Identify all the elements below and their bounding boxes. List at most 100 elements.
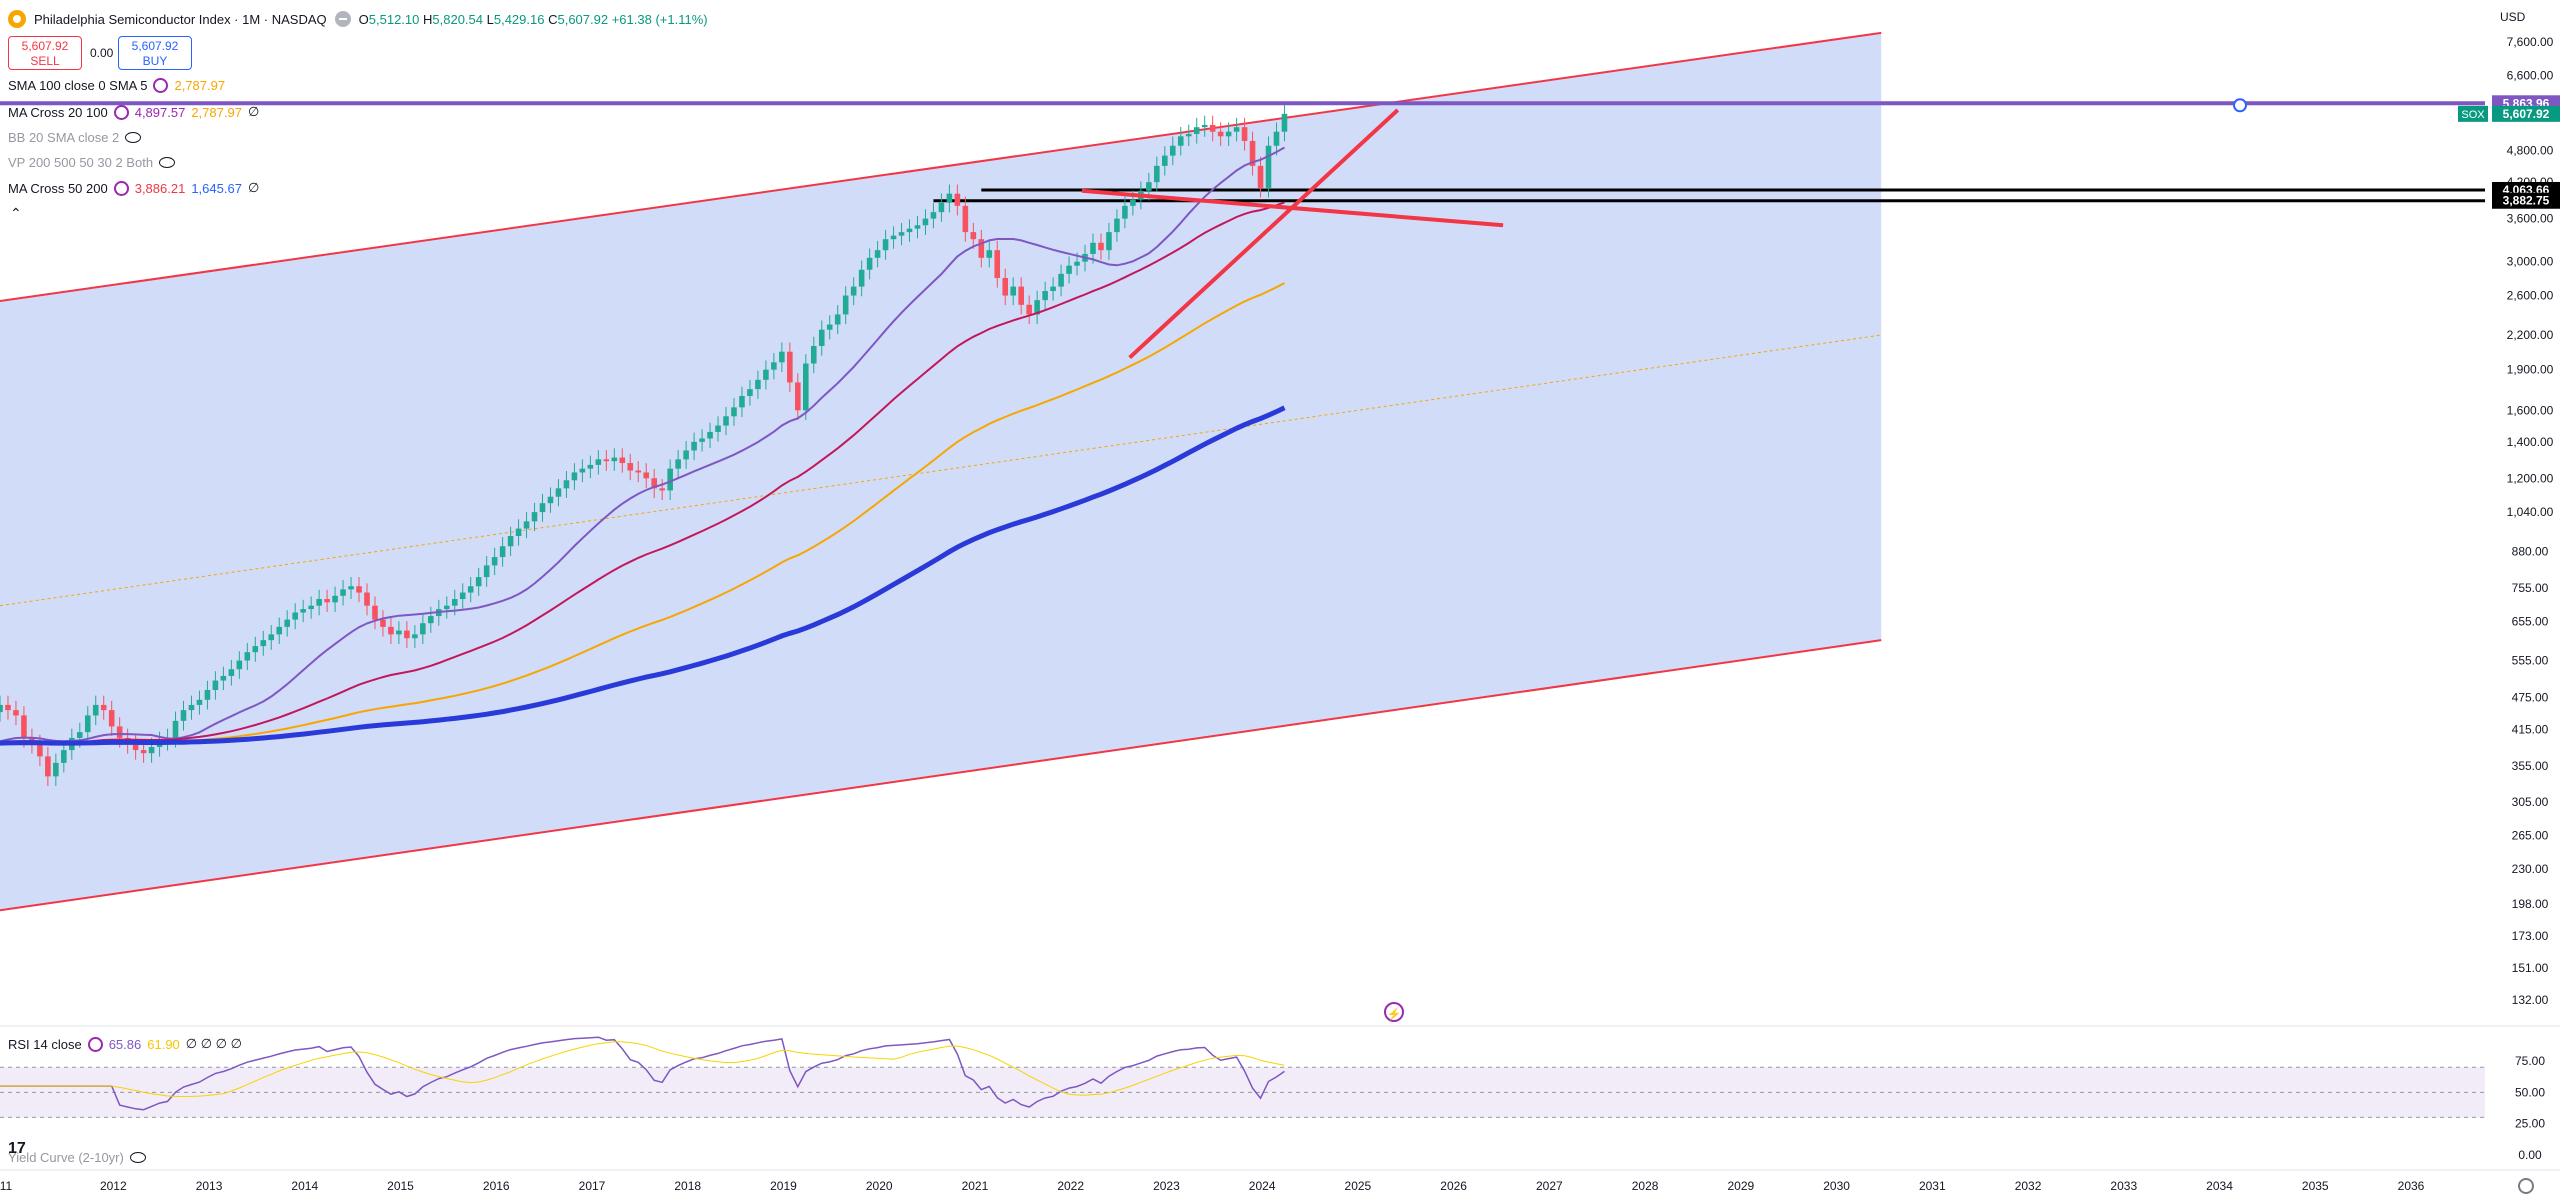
candle-body xyxy=(260,640,267,647)
hidden-eye-icon[interactable] xyxy=(125,132,142,143)
indicator-settings-icon[interactable] xyxy=(113,104,129,120)
candle-body xyxy=(675,459,681,469)
indicator-settings-icon[interactable] xyxy=(113,180,129,196)
currency-label[interactable]: USD xyxy=(2500,10,2526,24)
x-tick-label: 2030 xyxy=(1823,1179,1850,1193)
rsi-ma-value: 61.90 xyxy=(147,1036,180,1052)
x-tick-label: 2029 xyxy=(1727,1179,1754,1193)
candle-body xyxy=(787,351,793,383)
candle-body xyxy=(906,228,913,233)
candle-body xyxy=(0,704,3,713)
candle-body xyxy=(898,232,905,236)
candle-body xyxy=(691,441,697,451)
x-tick-label: 11 xyxy=(0,1179,13,1193)
candle-body xyxy=(499,546,506,558)
candle-body xyxy=(148,746,155,754)
candle-body xyxy=(707,431,713,439)
yield-curve-legend[interactable]: Yield Curve (2-10yr) xyxy=(8,1150,146,1165)
indicator-name: BB 20 SMA close 2 xyxy=(8,130,120,145)
candle-body xyxy=(1249,140,1256,166)
indicator-sma100[interactable]: SMA 100 close 0 SMA 5 2,787.97 xyxy=(8,78,225,93)
buy-button[interactable]: 5,607.92 BUY xyxy=(118,36,192,70)
candle-body xyxy=(970,232,977,240)
candle-body xyxy=(1201,124,1208,128)
y-tick-label: 230.00 xyxy=(2512,862,2549,876)
y-tick-label: 173.00 xyxy=(2512,929,2549,943)
chart-settings-gear-icon[interactable] xyxy=(2518,1178,2534,1194)
candle-body xyxy=(348,586,354,590)
candle-body xyxy=(850,286,857,296)
x-tick-label: 2033 xyxy=(2110,1179,2137,1193)
rsi-pane[interactable] xyxy=(0,1036,2485,1118)
candle-body xyxy=(212,680,219,690)
y-tick-label: 1,900.00 xyxy=(2507,363,2554,377)
candle-body xyxy=(300,609,306,613)
price-label xyxy=(2492,105,2560,122)
candle-body xyxy=(930,212,937,219)
indicator-vp[interactable]: VP 200 500 50 30 2 Both xyxy=(8,155,176,170)
candle-body xyxy=(308,605,314,610)
symbol-title[interactable]: Philadelphia Semiconductor Index · 1M · … xyxy=(34,11,327,27)
candle-body xyxy=(13,710,19,716)
candle-body xyxy=(779,351,785,363)
indicator-ma-cross-20-100[interactable]: MA Cross 20 100 4,897.57 2,787.97 ∅ xyxy=(8,104,259,120)
candle-body xyxy=(404,630,410,639)
y-tick-label: 880.00 xyxy=(2512,545,2549,559)
candle-body xyxy=(755,379,761,390)
y-tick-label: 7,600.00 xyxy=(2507,35,2554,49)
y-tick-label: 1,200.00 xyxy=(2507,471,2554,485)
rsi-legend[interactable]: RSI 14 close 65.86 61.90 ∅ ∅ ∅ ∅ xyxy=(8,1036,242,1052)
candle-body xyxy=(324,599,330,603)
candle-body xyxy=(627,463,634,471)
candle-body xyxy=(332,595,338,603)
x-tick-label: 2017 xyxy=(579,1179,606,1193)
candle-body xyxy=(1257,165,1264,188)
price-label xyxy=(2492,192,2560,209)
candle-body xyxy=(723,416,729,426)
collapse-circle-icon[interactable] xyxy=(334,11,351,27)
indicator-name: MA Cross 20 100 xyxy=(8,104,108,120)
hidden-eye-icon[interactable] xyxy=(129,1152,146,1163)
y-tick-label: 151.00 xyxy=(2512,961,2549,975)
tradingview-logo-icon[interactable]: 17 xyxy=(8,1140,26,1157)
y-tick-label: 3,600.00 xyxy=(2507,212,2554,226)
candle-body xyxy=(356,586,362,593)
indicator-bb[interactable]: BB 20 SMA close 2 xyxy=(8,130,142,145)
x-tick-label: 2014 xyxy=(291,1179,318,1193)
candle-body xyxy=(180,710,187,721)
collapse-legend-chevron-up-icon[interactable]: ⌃ xyxy=(10,205,22,221)
buy-price: 5,607.92 xyxy=(131,39,179,53)
yield-curve-name: Yield Curve (2-10yr) xyxy=(8,1150,124,1165)
candle-body xyxy=(100,704,107,711)
hidden-eye-icon[interactable] xyxy=(159,157,176,168)
candle-body xyxy=(396,630,402,635)
x-tick-label: 2031 xyxy=(1919,1179,1946,1193)
sell-button[interactable]: 5,607.92 SELL xyxy=(8,36,82,70)
candle-body xyxy=(1042,291,1048,301)
candle-body xyxy=(1273,131,1280,146)
indicator-settings-icon[interactable] xyxy=(153,78,169,93)
candle-body xyxy=(1066,265,1072,274)
candle-body xyxy=(284,619,291,627)
candle-body xyxy=(858,269,865,287)
candle-body xyxy=(1098,242,1104,251)
candle-body xyxy=(651,478,657,489)
y-tick-label: 655.00 xyxy=(2512,614,2549,628)
main-price-pane[interactable] xyxy=(0,31,2485,912)
candle-body xyxy=(188,704,195,711)
y-tick-label: 355.00 xyxy=(2512,759,2549,773)
events-flash-icon[interactable]: ⚡ xyxy=(1384,1002,1404,1022)
candle-body xyxy=(986,250,993,258)
indicator-ma-cross-50-200[interactable]: MA Cross 50 200 3,886.21 1,645.67 ∅ xyxy=(8,180,259,196)
candle-body xyxy=(531,512,538,522)
y-tick-label: 4,800.00 xyxy=(2507,144,2554,158)
x-tick-label: 2035 xyxy=(2302,1179,2329,1193)
indicator-value: 3,886.21 xyxy=(134,180,186,196)
y-tick-label: 132.00 xyxy=(2512,993,2549,1007)
candle-body xyxy=(994,250,1001,279)
rsi-settings-icon[interactable] xyxy=(87,1036,103,1052)
candle-body xyxy=(252,646,259,653)
candle-body xyxy=(866,257,873,270)
trendline xyxy=(1128,108,1400,360)
